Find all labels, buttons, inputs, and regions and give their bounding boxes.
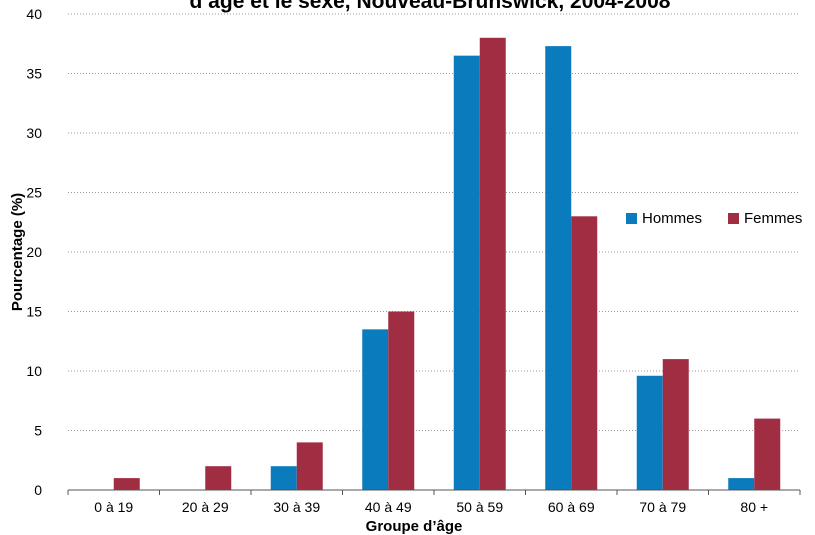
legend-label-femmes: Femmes [744, 210, 802, 227]
legend-label-hommes: Hommes [642, 210, 702, 227]
y-tick-label: 10 [26, 363, 42, 379]
bar-femmes-4 [479, 37, 506, 491]
x-tick-label: 70 à 79 [639, 499, 686, 515]
legend: Hommes Femmes [626, 210, 802, 227]
bar-femmes-7 [754, 418, 781, 490]
bar-femmes-2 [296, 442, 323, 490]
legend-swatch-femmes [728, 213, 739, 224]
y-tick-label: 15 [26, 304, 42, 320]
y-axis-ticks: 0 5 10 15 20 25 30 35 40 [26, 6, 42, 498]
x-tick-label: 0 à 19 [94, 499, 133, 515]
bars [113, 37, 781, 491]
bar-hommes-2 [270, 466, 297, 490]
bar-femmes-6 [662, 359, 689, 490]
y-tick-label: 5 [34, 423, 42, 439]
y-tick-label: 0 [34, 482, 42, 498]
bar-femmes-3 [388, 311, 415, 490]
x-axis-ticks: 0 à 19 20 à 29 30 à 39 40 à 49 50 à 59 60 à 6… [67, 490, 801, 515]
bar-hommes-5 [545, 46, 572, 490]
x-tick-label: 60 à 69 [548, 499, 595, 515]
x-axis-title: Groupe d’âge [366, 518, 463, 535]
legend-swatch-hommes [626, 213, 637, 224]
bar-femmes-1 [205, 466, 232, 490]
bar-hommes-6 [636, 375, 663, 490]
bar-hommes-3 [362, 329, 389, 490]
y-tick-label: 20 [26, 244, 42, 260]
x-tick-label: 20 à 29 [182, 499, 229, 515]
x-tick-label: 30 à 39 [273, 499, 320, 515]
bar-femmes-5 [571, 216, 598, 491]
y-tick-label: 30 [26, 125, 42, 141]
y-tick-label: 25 [26, 185, 42, 201]
chart-title: d’âge et le sexe, Nouveau-Brunswick, 200… [190, 0, 671, 13]
bar-hommes-4 [453, 55, 480, 491]
x-tick-label: 40 à 49 [365, 499, 412, 515]
y-axis-title: Pourcentage (%) [9, 193, 26, 311]
x-tick-label: 80 + [740, 499, 768, 515]
y-tick-label: 40 [26, 6, 42, 22]
y-tick-label: 35 [26, 66, 42, 82]
bar-hommes-7 [728, 478, 755, 490]
x-tick-label: 50 à 59 [456, 499, 503, 515]
bar-femmes-0 [113, 478, 140, 490]
